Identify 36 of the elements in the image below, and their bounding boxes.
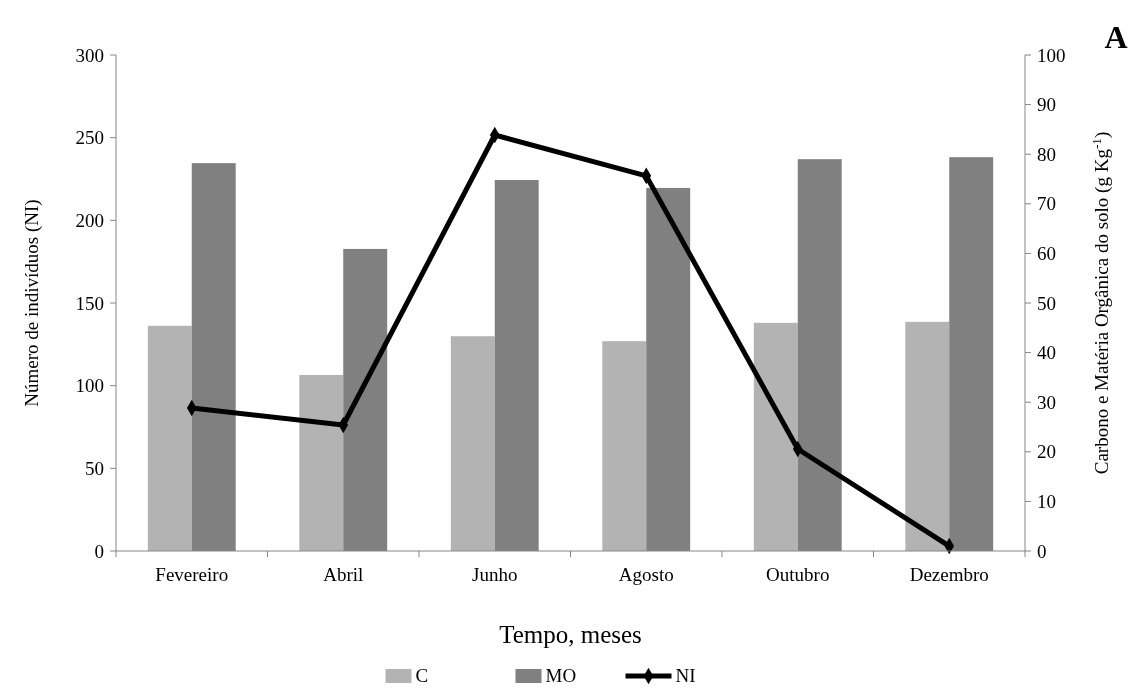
- y-tick-label: 250: [75, 127, 104, 149]
- y-tick-label: 200: [75, 209, 104, 231]
- y-tick-label: 300: [75, 44, 104, 66]
- y2-tick-label: 30: [1037, 391, 1056, 413]
- y2-tick-label: 70: [1037, 193, 1056, 215]
- y-tick-label: 150: [75, 292, 104, 314]
- y2-tick-label: 40: [1037, 342, 1056, 364]
- y2-tick-label: 100: [1037, 44, 1066, 66]
- y2-tick-label: 90: [1037, 94, 1056, 116]
- x-axis-title: Tempo, meses: [499, 621, 642, 648]
- text: A: [1104, 19, 1128, 55]
- y-tick-label: 50: [85, 457, 104, 479]
- bar: [147, 325, 192, 551]
- x-tick-label: Junho: [472, 564, 518, 585]
- x-tick-label: Outubro: [766, 564, 830, 585]
- y2-tick-label: 80: [1037, 143, 1056, 165]
- x-tick-label: Abril: [323, 564, 364, 585]
- y2-tick-label: 10: [1037, 491, 1056, 513]
- x-tick-label: Agosto: [618, 564, 674, 585]
- y2-tick-label: 20: [1037, 441, 1056, 463]
- bar: [450, 336, 495, 551]
- legend-label: NI: [675, 665, 696, 686]
- y2-tick-label: 0: [1037, 540, 1047, 562]
- bar: [753, 322, 798, 551]
- bar: [905, 321, 950, 551]
- y-tick-label: 0: [94, 540, 104, 562]
- y2-tick-label: 60: [1037, 243, 1056, 265]
- y2-tick-label: 50: [1037, 292, 1056, 314]
- bar: [602, 341, 647, 551]
- legend-label: MO: [545, 665, 577, 686]
- legend-label: C: [415, 665, 429, 686]
- x-tick-label: Fevereiro: [155, 564, 229, 585]
- x-tick-label: Dezembro: [909, 564, 989, 585]
- bar: [299, 374, 344, 551]
- y-tick-label: 100: [75, 375, 104, 397]
- y-axis-title: Número de indivíduos (NI): [21, 199, 43, 407]
